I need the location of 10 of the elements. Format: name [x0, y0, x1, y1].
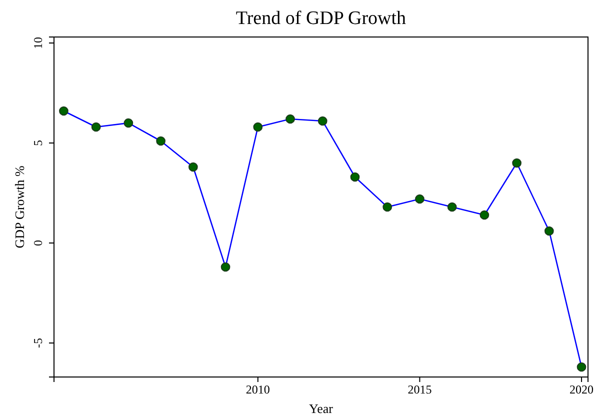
x-axis-title: Year — [309, 401, 334, 416]
x-tick-label: 2020 — [570, 382, 594, 397]
y-axis-title: GDP Growth % — [12, 166, 27, 248]
chart-title: Trend of GDP Growth — [236, 8, 407, 29]
y-tick-label: 0 — [31, 240, 45, 246]
y-tick-label: 10 — [31, 37, 45, 49]
y-tick-label: -5 — [31, 338, 45, 348]
y-tick-label: 5 — [31, 140, 45, 146]
x-tick-label: 2010 — [246, 382, 270, 397]
x-tick-label: 2015 — [408, 382, 432, 397]
